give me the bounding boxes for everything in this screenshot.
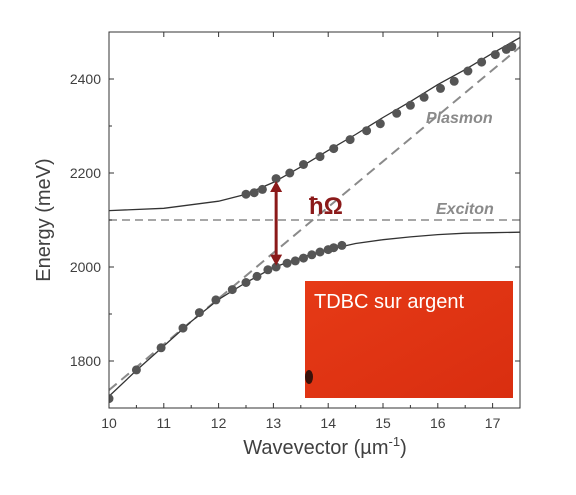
upper-data-point xyxy=(449,76,459,86)
upper-data-point xyxy=(463,66,473,76)
upper-data-point xyxy=(249,188,259,198)
y-tick-label: 2200 xyxy=(70,165,101,181)
x-axis-title-end: ) xyxy=(400,437,407,459)
lower-data-point xyxy=(315,247,325,257)
lower-data-point xyxy=(241,278,251,287)
x-axis: 10 11 12 13 14 15 16 17 xyxy=(101,32,501,431)
lower-data-point xyxy=(282,258,292,268)
x-tick-label: 15 xyxy=(375,415,391,431)
y-axis: 1800 2000 2200 2400 xyxy=(70,31,520,409)
inset-title: TDBC sur argent xyxy=(314,291,464,313)
lower-data-point xyxy=(131,365,141,375)
upper-data-point xyxy=(257,184,267,194)
upper-data-point xyxy=(241,189,251,199)
lower-data-point xyxy=(109,394,114,404)
lower-data-point xyxy=(299,253,308,263)
lower-data-point xyxy=(307,250,317,260)
rabi-arrow-head-top xyxy=(270,180,283,192)
lower-data-point xyxy=(271,262,281,272)
lower-data-point xyxy=(178,323,188,333)
y-tick-label: 2400 xyxy=(70,71,101,87)
upper-data-point xyxy=(490,50,500,60)
upper-data-point xyxy=(315,152,325,162)
lower-data-point xyxy=(211,295,221,305)
upper-data-point xyxy=(299,160,308,169)
rabi-label: ħΩ xyxy=(309,193,343,220)
upper-data-point xyxy=(392,108,402,118)
x-tick-label: 17 xyxy=(485,415,501,431)
upper-data-point xyxy=(419,92,429,102)
rabi-arrow-head-bottom xyxy=(270,254,283,266)
upper-branch-points xyxy=(241,42,517,199)
lower-data-point xyxy=(290,256,300,266)
y-axis-title: Energy (meV) xyxy=(33,158,55,281)
lower-data-point xyxy=(263,265,273,275)
upper-data-point xyxy=(477,57,487,67)
x-tick-label: 12 xyxy=(211,415,227,431)
inset-photo: TDBC sur argent xyxy=(305,281,513,398)
x-tick-label: 16 xyxy=(430,415,446,431)
x-tick-label: 10 xyxy=(101,415,117,431)
x-axis-title-sup: -1 xyxy=(389,434,401,449)
inset-dark-spot xyxy=(305,370,313,384)
x-tick-label: 11 xyxy=(157,415,172,431)
upper-data-point xyxy=(362,126,372,136)
rabi-splitting-arrow xyxy=(270,180,283,266)
upper-data-point xyxy=(507,42,517,52)
upper-data-point xyxy=(329,144,339,154)
inset-panel xyxy=(305,281,513,398)
upper-data-point xyxy=(285,168,295,178)
upper-data-point xyxy=(405,100,415,110)
y-tick-label: 1800 xyxy=(70,353,101,369)
upper-data-point xyxy=(436,83,445,93)
x-tick-label: 13 xyxy=(266,415,282,431)
x-axis-title-main: Wavevector (µm xyxy=(243,437,388,459)
x-axis-title: Wavevector (µm-1) xyxy=(243,434,406,459)
y-tick-label: 2000 xyxy=(70,259,101,275)
lower-branch-points xyxy=(109,240,347,404)
lower-data-point xyxy=(252,271,262,281)
lower-data-point xyxy=(337,240,347,250)
upper-data-point xyxy=(345,135,355,145)
lower-data-point xyxy=(329,243,339,253)
x-tick-label: 14 xyxy=(320,415,336,431)
lower-data-point xyxy=(194,308,204,318)
upper-data-point xyxy=(271,174,281,184)
exciton-label: Exciton xyxy=(436,201,494,218)
upper-fit-curve xyxy=(109,37,520,212)
lower-data-point xyxy=(156,343,166,353)
upper-data-point xyxy=(375,119,385,129)
lower-data-point xyxy=(227,285,237,295)
plasmon-label: Plasmon xyxy=(426,110,493,127)
